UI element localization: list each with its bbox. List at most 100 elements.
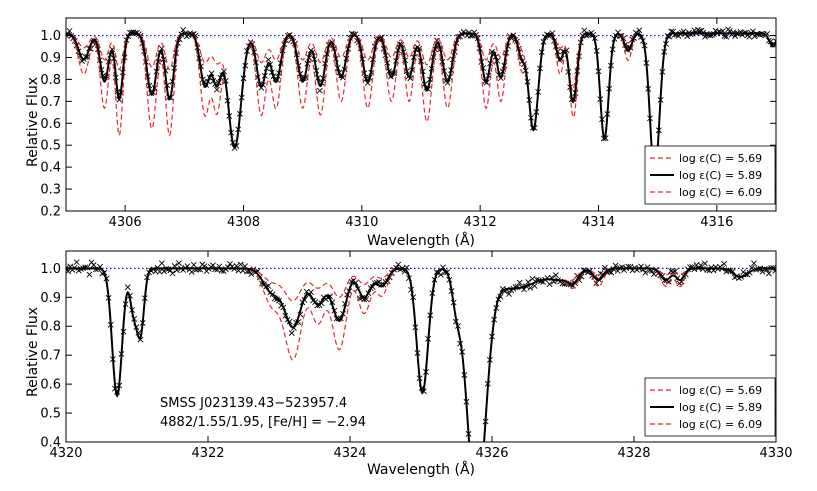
star-name: SMSS J023139.43−523957.4 <box>160 396 347 411</box>
y-tick-label: 0.5 <box>40 407 61 422</box>
data-point <box>593 280 600 287</box>
axes-frame <box>65 17 777 212</box>
y-tick-label: 1.0 <box>40 29 61 44</box>
axes-frame <box>65 250 777 443</box>
y-tick-label: 0.8 <box>40 73 61 88</box>
data-point <box>642 269 649 276</box>
y-tick-label: 0.8 <box>40 320 61 335</box>
data-point <box>124 284 131 291</box>
data-point <box>552 272 559 279</box>
y-tick-label: 0.6 <box>40 117 61 132</box>
bottom-legend-box <box>644 377 776 437</box>
data-point <box>175 260 182 267</box>
bottom-panel-xlabel: Wavelength (Å) <box>367 461 475 478</box>
data-point <box>721 260 728 267</box>
data-point <box>612 262 619 269</box>
bottom-legend-label-3: log ε(C) = 6.09 <box>679 418 762 431</box>
data-point <box>773 38 776 45</box>
x-tick-label: 4326 <box>475 446 508 461</box>
data-point <box>188 269 195 275</box>
data-point <box>670 269 676 275</box>
y-tick-label: 0.4 <box>40 436 61 451</box>
data-point <box>327 293 334 300</box>
data-point <box>73 259 80 266</box>
y-tick-label: 0.5 <box>40 139 61 154</box>
data-point <box>237 261 244 268</box>
star-parameters: 4882/1.55/1.95, [Fe/H] = −2.94 <box>160 415 366 430</box>
x-axis: 4320 4322 4324 4326 4328 4330 <box>49 251 793 461</box>
bottom-panel-legend: log ε(C) = 5.69 log ε(C) = 5.89 log ε(C)… <box>644 377 776 437</box>
x-tick-label: 4310 <box>345 215 378 230</box>
data-point <box>479 477 484 482</box>
data-point <box>712 27 719 34</box>
x-axis: 4306 4308 4310 4312 4314 4316 <box>109 18 733 230</box>
data-point <box>546 281 553 288</box>
data-point <box>765 270 772 277</box>
bottom-panel-ylabel: Relative Flux <box>25 307 41 397</box>
data-point <box>470 488 475 491</box>
data-point <box>66 265 69 271</box>
data-point <box>672 268 679 275</box>
y-tick-label: 0.3 <box>40 183 61 198</box>
data-point <box>751 260 757 267</box>
data-point <box>702 260 708 267</box>
observed-points <box>66 259 776 491</box>
data-point <box>316 87 323 94</box>
data-point <box>169 270 176 277</box>
data-point <box>608 269 615 276</box>
y-tick-label: 0.6 <box>40 378 61 393</box>
x-tick-label: 4330 <box>759 446 792 461</box>
data-point <box>158 260 165 267</box>
x-tick-label: 4320 <box>49 446 82 461</box>
x-tick-label: 4316 <box>700 215 733 230</box>
plot-area <box>66 259 776 491</box>
data-point <box>723 33 730 40</box>
data-point <box>248 271 255 278</box>
data-point <box>437 271 444 278</box>
bottom-legend-label-2: log ε(C) = 5.89 <box>679 401 762 414</box>
data-point <box>702 33 708 40</box>
x-tick-label: 4328 <box>617 446 650 461</box>
top-panel-legend: log ε(C) = 5.69 log ε(C) = 5.89 log ε(C)… <box>644 145 776 205</box>
x-tick-label: 4308 <box>227 215 260 230</box>
data-point <box>213 86 220 93</box>
y-tick-label: 0.9 <box>40 291 61 306</box>
data-point <box>721 33 728 40</box>
y-tick-label: 0.9 <box>40 51 61 66</box>
x-tick-label: 4312 <box>464 215 497 230</box>
series-line-2 <box>66 267 776 442</box>
data-point <box>506 291 512 297</box>
x-tick-label: 4306 <box>109 215 142 230</box>
top-legend-label-1: log ε(C) = 5.69 <box>679 152 762 165</box>
y-axis: 0.2 0.3 0.4 0.5 0.6 0.7 0.8 0.9 1.0 <box>40 29 776 220</box>
data-point <box>636 27 643 34</box>
y-tick-label: 0.7 <box>40 95 61 110</box>
top-panel: 4306 4308 4310 4312 4314 43160.20.30.40.50.60… <box>25 17 777 249</box>
data-point <box>697 262 704 269</box>
data-point <box>684 33 691 40</box>
data-point <box>746 33 753 40</box>
y-tick-label: 1.0 <box>40 262 61 277</box>
bottom-legend-label-1: log ε(C) = 5.69 <box>679 384 762 397</box>
top-panel-ylabel: Relative Flux <box>25 77 41 167</box>
y-tick-label: 0.2 <box>40 205 61 220</box>
top-legend-label-2: log ε(C) = 5.89 <box>679 169 762 182</box>
data-point <box>516 279 523 286</box>
x-tick-label: 4324 <box>333 446 366 461</box>
data-point <box>265 56 272 63</box>
top-panel-xlabel: Wavelength (Å) <box>367 232 475 249</box>
x-tick-label: 4322 <box>191 446 224 461</box>
y-tick-label: 0.7 <box>40 349 61 364</box>
data-point <box>339 74 346 81</box>
data-point <box>364 80 371 86</box>
data-point <box>581 27 588 34</box>
y-tick-label: 0.4 <box>40 161 61 176</box>
x-tick-label: 4314 <box>582 215 615 230</box>
top-legend-label-3: log ε(C) = 6.09 <box>679 186 762 199</box>
data-point <box>180 27 187 33</box>
y-axis: 0.4 0.5 0.6 0.7 0.8 0.9 1.0 <box>40 262 776 451</box>
data-point <box>288 330 295 337</box>
bottom-panel: 4320 4322 4324 4326 4328 43300.40.50.60.70.80… <box>25 250 793 491</box>
data-point <box>86 271 93 278</box>
